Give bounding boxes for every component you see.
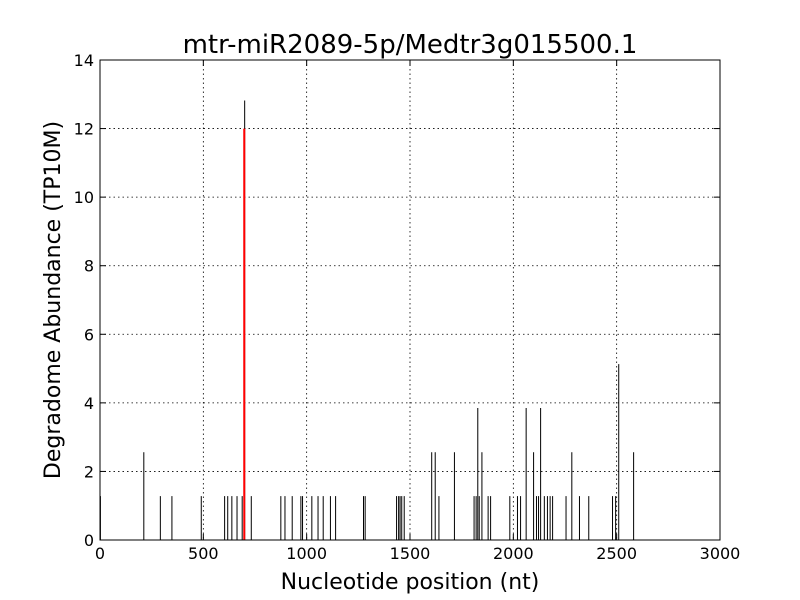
x-tick-label: 2500 xyxy=(596,544,637,563)
x-tick-label: 2000 xyxy=(493,544,534,563)
y-tick-label: 8 xyxy=(84,257,94,276)
x-tick-label: 3000 xyxy=(700,544,741,563)
y-tick-label: 12 xyxy=(74,120,94,139)
x-axis-label: Nucleotide position (nt) xyxy=(281,570,540,595)
x-tick-label: 500 xyxy=(188,544,219,563)
y-tick-label: 0 xyxy=(84,531,94,550)
y-tick-label: 10 xyxy=(74,188,94,207)
grid xyxy=(100,60,720,540)
y-axis-label: Degradome Abundance (TP10M) xyxy=(41,121,66,479)
y-tick-label: 14 xyxy=(74,51,94,70)
x-tick-label: 0 xyxy=(95,544,105,563)
y-tick-label: 2 xyxy=(84,462,94,481)
y-tick-labels: 0 2 4 6 8 10 12 14 xyxy=(74,51,94,550)
bar-series xyxy=(99,100,635,540)
y-tick-label: 4 xyxy=(84,394,94,413)
chart-title: mtr-miR2089-5p/Medtr3g015500.1 xyxy=(183,30,638,60)
x-tick-label: 1500 xyxy=(390,544,431,563)
x-tick-labels: 0 500 1000 1500 2000 2500 3000 xyxy=(95,544,740,563)
x-tick-label: 1000 xyxy=(286,544,327,563)
axis-ticks xyxy=(99,59,721,541)
y-tick-label: 6 xyxy=(84,325,94,344)
